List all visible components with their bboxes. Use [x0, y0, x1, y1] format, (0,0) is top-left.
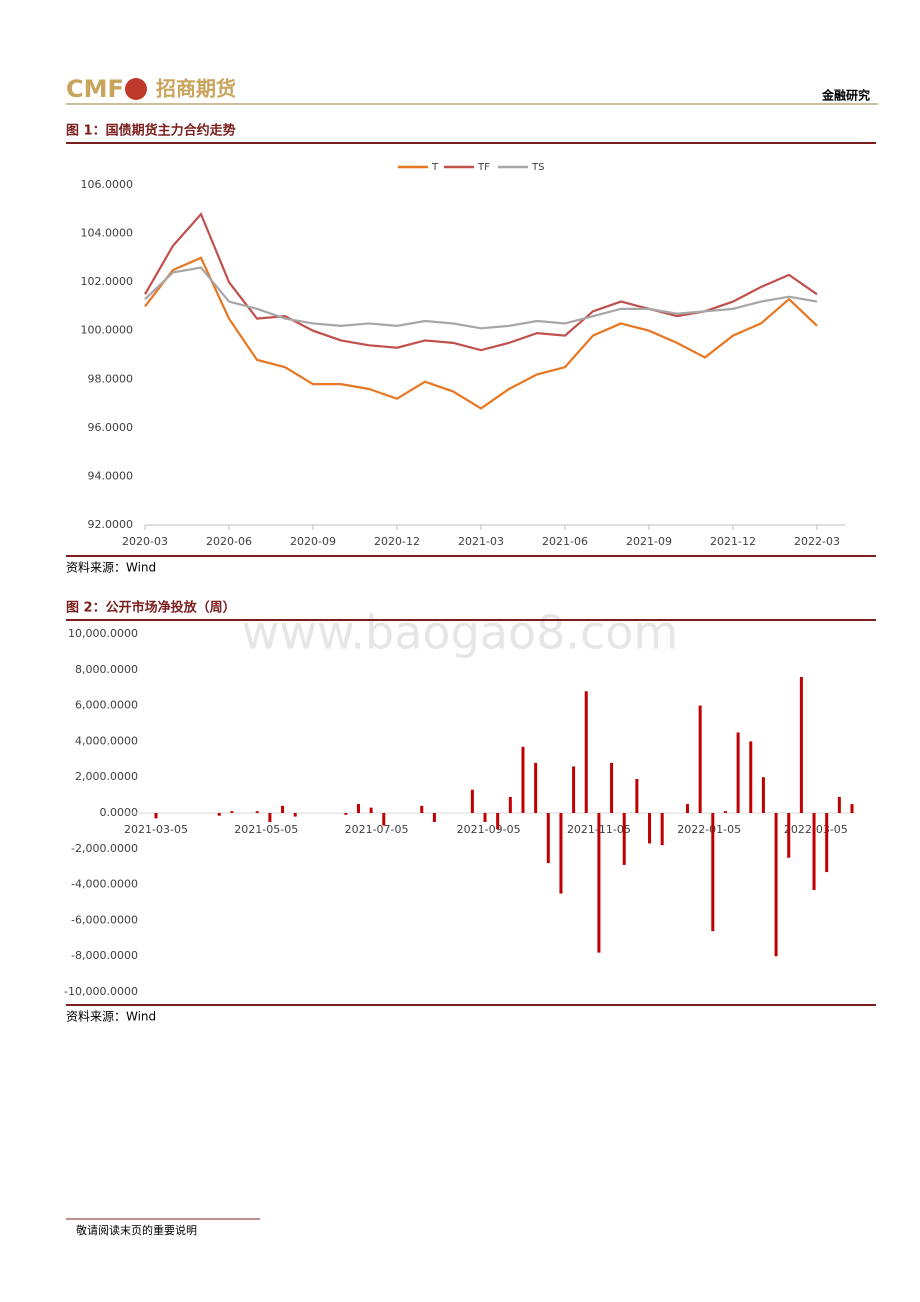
- legend-label: TS: [531, 162, 544, 173]
- bar: [230, 811, 234, 813]
- x-tick-label: 2021-06: [542, 535, 588, 548]
- bar: [736, 732, 740, 813]
- bar: [787, 813, 791, 858]
- series-line: [144, 266, 818, 330]
- x-tick-label: 2021-09: [626, 535, 672, 548]
- x-tick-label: 2022-03: [794, 535, 840, 548]
- bar: [496, 813, 500, 830]
- logo-text: CMF: [66, 75, 124, 103]
- bar: [534, 762, 538, 813]
- bar: [799, 676, 803, 813]
- source: 资料来源：Wind: [66, 561, 156, 575]
- y-tick-label: 102.0000: [81, 275, 134, 288]
- bar: [281, 805, 285, 813]
- series-line: [144, 212, 818, 352]
- bar: [255, 811, 259, 813]
- y-tick-label: 106.0000: [81, 178, 134, 191]
- x-tick-label: 2020-03: [122, 535, 168, 548]
- source: 资料来源：Wind: [66, 1010, 156, 1024]
- bar: [572, 766, 576, 813]
- bar: [825, 813, 829, 873]
- x-tick-label: 2022-01-05: [677, 823, 741, 836]
- bar: [812, 813, 816, 890]
- bar: [470, 789, 474, 813]
- bar: [837, 796, 841, 813]
- bar: [761, 777, 765, 813]
- footer: 敬请阅读末页的重要说明: [76, 1223, 197, 1237]
- x-tick-label: 2021-07-05: [345, 823, 409, 836]
- x-tick-label: 2020-12: [374, 535, 420, 548]
- bar: [648, 813, 652, 844]
- bar: [382, 813, 386, 826]
- bar: [723, 811, 727, 813]
- bar: [635, 778, 639, 813]
- legend-label: TF: [477, 162, 490, 173]
- x-tick-label: 2021-05-05: [234, 823, 298, 836]
- logo: CMF 招商期货: [66, 75, 236, 103]
- y-tick-label: -2,000.0000: [71, 842, 138, 855]
- x-tick-label: 2021-12: [710, 535, 756, 548]
- bar: [268, 813, 272, 822]
- y-tick-label: -10,000.0000: [64, 985, 138, 998]
- y-tick-label: -8,000.0000: [71, 949, 138, 962]
- figure-title: 图 1：国债期货主力合约走势: [66, 123, 236, 139]
- bar: [344, 813, 348, 815]
- y-tick-label: 94.0000: [88, 469, 134, 482]
- bar: [622, 813, 626, 865]
- bar: [369, 807, 373, 813]
- y-tick-label: 92.0000: [88, 518, 134, 531]
- legend-label: T: [431, 162, 439, 173]
- y-tick-label: 104.0000: [81, 227, 134, 240]
- bar: [217, 813, 221, 816]
- brand: 招商期货: [156, 77, 236, 101]
- bar: [584, 691, 588, 813]
- bar: [432, 813, 436, 822]
- bar: [597, 813, 601, 953]
- bar: [698, 705, 702, 813]
- y-tick-label: 0.0000: [100, 806, 139, 819]
- bar: [293, 813, 297, 817]
- bar: [420, 805, 424, 813]
- bar: [610, 762, 614, 813]
- y-tick-label: 2,000.0000: [75, 770, 138, 783]
- y-tick-label: 96.0000: [88, 421, 134, 434]
- y-tick-label: 8,000.0000: [75, 663, 138, 676]
- series-line: [144, 256, 818, 410]
- logo-icon: [125, 78, 147, 100]
- figure-title: 图 2：公开市场净投放（周）: [66, 600, 236, 616]
- x-tick-label: 2021-03-05: [124, 823, 188, 836]
- y-tick-label: -4,000.0000: [71, 878, 138, 891]
- y-tick-label: 98.0000: [88, 372, 134, 385]
- bar: [559, 813, 563, 894]
- x-tick-label: 2020-06: [206, 535, 252, 548]
- bar: [711, 813, 715, 932]
- bar: [749, 741, 753, 813]
- x-tick-label: 2021-09-05: [457, 823, 521, 836]
- y-tick-label: 10,000.0000: [68, 627, 138, 640]
- y-tick-label: 6,000.0000: [75, 699, 138, 712]
- bar: [154, 813, 158, 819]
- y-tick-label: 100.0000: [81, 324, 134, 337]
- bar: [850, 804, 854, 813]
- x-tick-label: 2021-03: [458, 535, 504, 548]
- y-tick-label: -6,000.0000: [71, 913, 138, 926]
- section: 金融研究: [821, 88, 870, 103]
- bar: [483, 813, 487, 822]
- watermark: www.baogao8.com: [242, 606, 678, 660]
- bar: [685, 804, 689, 813]
- x-tick-label: 2020-09: [290, 535, 336, 548]
- bar: [508, 796, 512, 813]
- y-tick-label: 4,000.0000: [75, 734, 138, 747]
- bar: [356, 804, 360, 813]
- bar: [546, 813, 550, 864]
- bar: [774, 813, 778, 957]
- bar: [521, 746, 525, 813]
- bar: [660, 813, 664, 846]
- x-tick-label: 2022-03-05: [784, 823, 848, 836]
